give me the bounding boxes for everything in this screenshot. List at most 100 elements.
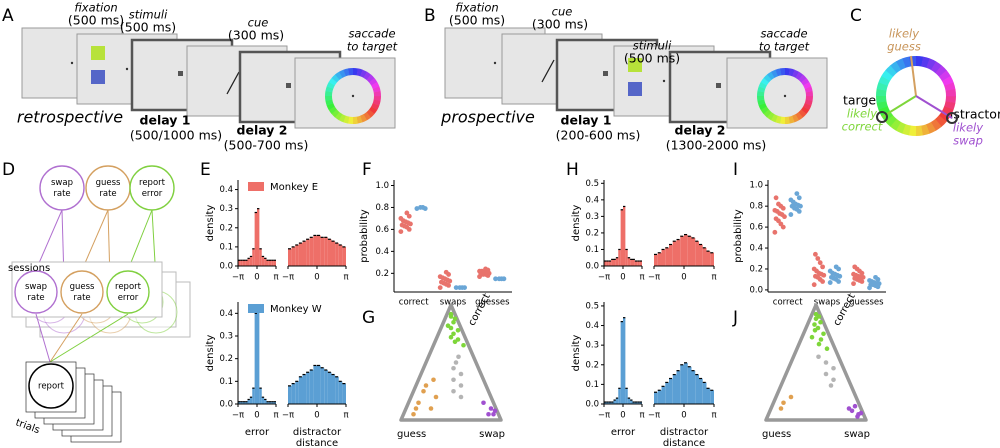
strip-point [829,274,834,280]
ternary-point [491,411,496,417]
ternary-point [416,400,421,406]
histogram-bar [324,237,328,266]
histogram-bar [327,372,332,404]
x-tick-label: π [343,411,348,421]
histogram-bar [273,260,276,266]
fixation-dot [70,61,74,65]
edge [49,313,129,363]
wheel-segment [788,115,795,124]
node-label: rate [73,293,90,303]
delay-label: delay 2 [237,123,288,138]
wheel-segment [373,96,381,102]
y-tick-label: 0.2 [375,269,389,279]
wheel-label: likely [847,107,877,121]
wheel-segment [915,125,923,136]
ternary-point [812,328,818,333]
wheel-segment [895,121,906,134]
histogram-bar [654,254,658,266]
wheel-segment [945,96,956,104]
ternary-point [828,383,834,388]
histogram-bar [259,248,262,266]
histogram-bar [335,376,339,404]
ternary-point [788,394,794,400]
wheel-segment [804,86,813,93]
y-tick-label: 0.4 [219,309,233,319]
histogram-bar [639,261,642,266]
delay-label: delay 2 [675,123,726,138]
y-tick-label: 0.3 [585,212,599,222]
node-label: report [115,282,142,292]
y-axis-label: density [571,335,582,372]
wheel-segment [901,124,911,136]
histogram-bar [317,235,321,266]
y-axis-label: probability [733,209,744,262]
node-label: swap [25,282,47,292]
histogram-bar [627,398,631,404]
node-label: rate [99,189,116,199]
ternary-point [824,346,830,352]
wheel-segment [935,65,947,77]
wheel-segment [347,116,353,124]
wheel-segment [343,115,350,124]
task-label: cue [248,16,269,30]
histogram-bar [637,261,640,266]
ternary-point [433,394,439,400]
ternary-point [453,360,459,365]
histogram-bar [669,378,673,404]
strip-point [852,264,858,270]
strip-point [406,213,412,219]
histogram-bar [254,212,257,266]
histogram-bar [695,374,699,404]
wheel-segment [363,112,371,121]
x-tick-label: −π [232,273,244,283]
wheel-segment [767,71,775,80]
histogram-bar [611,259,614,266]
histogram-bar [266,401,269,404]
wheel-segment [876,81,888,91]
task-name: retrospective [17,108,123,127]
wheel-segment [890,118,901,131]
histogram-bar [684,234,688,266]
wheel-segment [331,74,340,83]
histogram-bar [608,402,612,404]
y-tick-label: 0.1 [585,380,599,390]
y-tick-label: 0.5 [585,301,599,311]
delay-time: (1300-2000 ms) [666,138,767,153]
histogram-bar [242,260,246,266]
ternary-point [821,331,826,337]
strip-point [439,279,444,285]
strip-point [833,264,839,270]
histogram-bar [327,239,332,266]
histogram-bar [606,402,609,404]
wheel-segment [930,118,942,131]
ternary-point [448,311,454,317]
wheel-segment [328,106,337,114]
histogram-bar [288,248,292,266]
histogram-bar [702,382,707,404]
x-tick-label: 0 [681,273,686,283]
wheel-segment [775,115,782,124]
histogram-bar [240,260,243,266]
histogram-bar [247,399,250,404]
wheel-label: likely [953,121,983,135]
histogram-bar [699,244,703,266]
wheel-segment [325,95,333,101]
histogram-bar [291,383,296,404]
histogram-bar [298,243,303,266]
wheel-segment [760,77,770,86]
histogram-bar [657,252,662,266]
wheel-segment [798,109,807,118]
wheel-segment [757,86,766,93]
panel-label: D [2,160,15,180]
histogram-bar [306,239,310,266]
task-time: (300 ms) [228,28,284,43]
fixation-dot [351,94,355,98]
ternary-point [816,354,821,360]
wheel-segment [945,89,956,97]
strip-point [811,282,817,288]
histogram-bar [298,376,303,404]
delay-time: (200-600 ms) [556,128,641,143]
stimulus [91,70,105,84]
x-tick-label: −π [648,411,660,421]
panel-label: I [733,160,738,180]
